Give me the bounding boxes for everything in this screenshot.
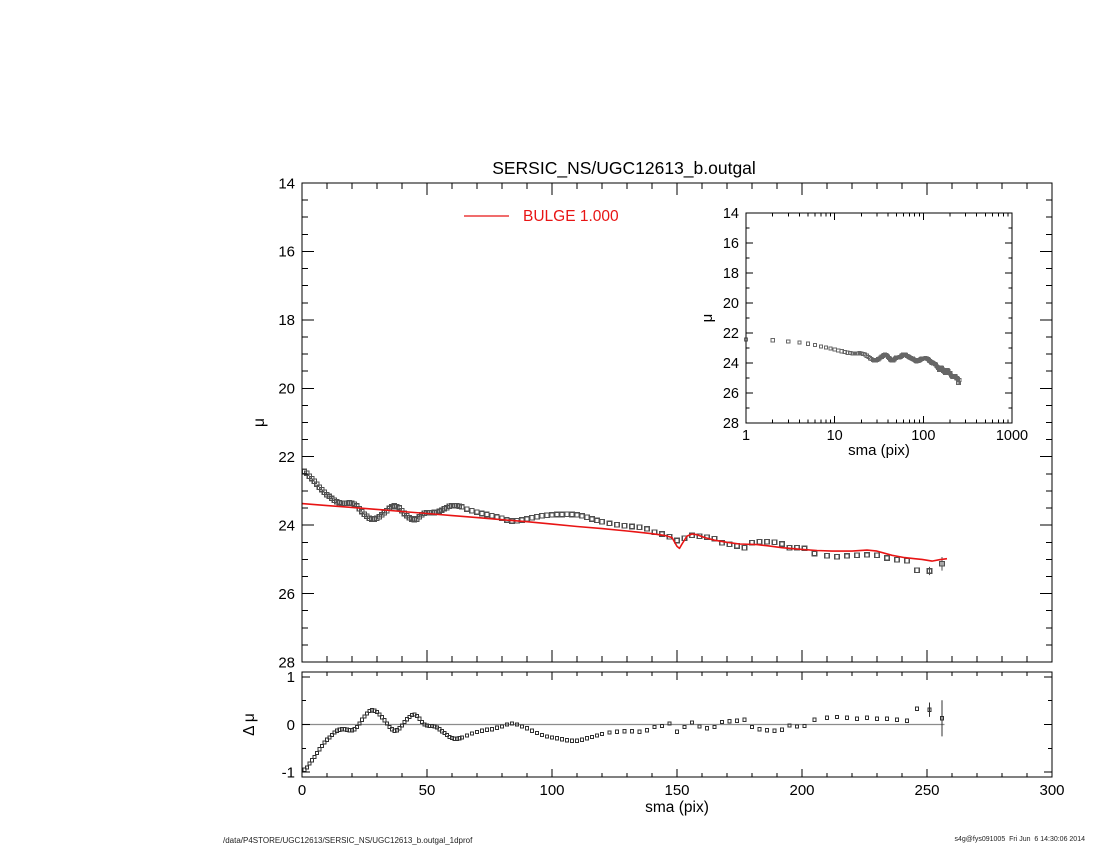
footer-file-path: /data/P4STORE/UGC12613/SERSIC_NS/UGC1261…	[223, 836, 473, 845]
footer-user-timestamp: s4g@fys091005 Fri Jun 6 14:30:06 2014	[954, 836, 1085, 843]
svg-text:18: 18	[278, 312, 295, 329]
series-model	[301, 502, 948, 562]
svg-text:1: 1	[287, 669, 295, 686]
chart-title: SERSIC_NS/UGC12613_b.outgal	[492, 158, 756, 179]
y-axis-label: μ	[251, 418, 268, 427]
legend: BULGE 1.000	[464, 208, 619, 225]
svg-text:10: 10	[827, 428, 843, 444]
y-axis-label: μ	[699, 314, 716, 323]
svg-text:0: 0	[298, 782, 306, 799]
svg-text:22: 22	[278, 449, 295, 466]
svg-text:1000: 1000	[996, 428, 1028, 444]
series-layer	[743, 337, 962, 386]
svg-text:20: 20	[723, 296, 739, 312]
svg-text:300: 300	[1039, 782, 1064, 799]
svg-text:14: 14	[723, 206, 739, 222]
svg-text:24: 24	[723, 356, 739, 372]
axis-tick-labels: 0 50 100 150 200 250 300-101	[282, 669, 1065, 799]
svg-text:18: 18	[723, 266, 739, 282]
svg-text:26: 26	[278, 586, 295, 603]
svg-text:26: 26	[723, 386, 739, 402]
axis-tick-labels: 1 10 100 1000 14 16 18 20 22 24 26 28	[723, 206, 1028, 444]
axes-ticks	[301, 672, 1053, 777]
svg-text:24: 24	[278, 517, 295, 534]
svg-text:100: 100	[911, 428, 935, 444]
svg-text:16: 16	[723, 236, 739, 252]
svg-text:16: 16	[278, 244, 295, 261]
svg-text:250: 250	[914, 782, 939, 799]
svg-text:20: 20	[278, 381, 295, 398]
svg-text:50: 50	[419, 782, 436, 799]
series-layer	[302, 700, 945, 772]
svg-text:28: 28	[278, 654, 295, 671]
svg-text:22: 22	[723, 326, 739, 342]
chart-inset: 1 10 100 1000 14 16 18 20 22 24 26 28 μ sma (pix)	[699, 206, 1028, 459]
axis-tick-labels: 14 16 18 20 22 24 26 28	[278, 175, 295, 671]
svg-text:28: 28	[723, 416, 739, 432]
plot-frame	[745, 212, 1013, 424]
x-axis-label: sma (pix)	[645, 799, 709, 816]
axes-ticks	[301, 182, 1053, 663]
x-axis-label: sma (pix)	[848, 442, 910, 459]
svg-text:1: 1	[742, 428, 750, 444]
svg-text:0: 0	[287, 717, 295, 734]
series-profile	[301, 468, 945, 576]
svg-text:200: 200	[789, 782, 814, 799]
legend-label: BULGE 1.000	[523, 208, 619, 225]
svg-text:14: 14	[278, 175, 295, 192]
y-axis-label: Δ μ	[241, 713, 258, 736]
svg-text:150: 150	[664, 782, 689, 799]
chart-main: 14 16 18 20 22 24 26 28 μ SERSIC_NS/UGC12613_b.ou…	[251, 158, 1053, 671]
svg-text:100: 100	[539, 782, 564, 799]
svg-text:-1: -1	[282, 764, 295, 781]
series-layer	[301, 468, 948, 576]
series-residuals	[302, 700, 945, 772]
axes-ticks	[745, 212, 1013, 424]
series-profile	[743, 337, 962, 386]
